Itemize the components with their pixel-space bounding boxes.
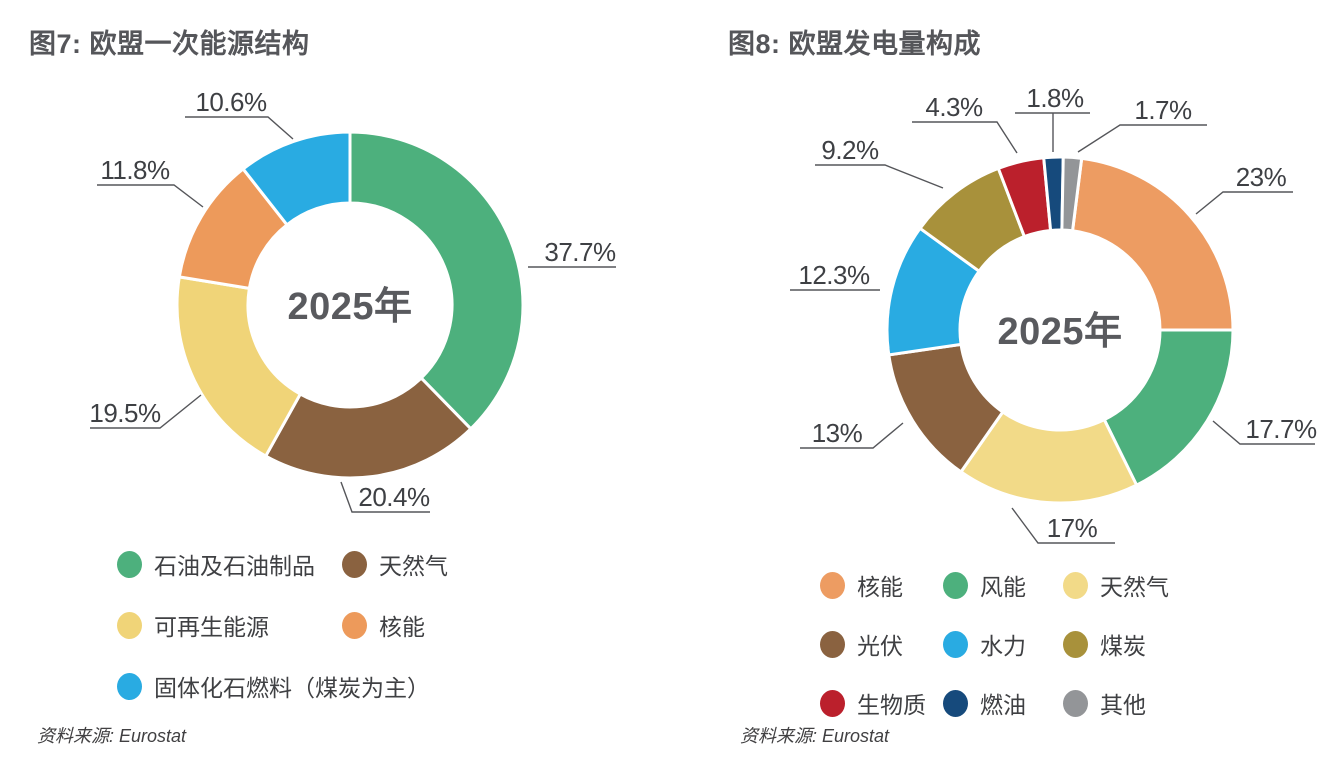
center-year-label: 2025年 (287, 286, 412, 328)
legend-item-天然气: 天然气 (342, 547, 448, 581)
callout-line-天然气 (340, 481, 430, 513)
callout-label-煤炭: 9.2% (821, 135, 879, 165)
figure-7-legend: 石油及石油制品 天然气可再生能源 核能固体化石燃料（煤炭为主） (117, 547, 448, 703)
legend-swatch-光伏 (820, 630, 845, 658)
donut-slice-核能 (1071, 156, 1235, 332)
callout-label-天然气: 20.4% (358, 482, 430, 512)
donut-slice-天然气 (264, 376, 473, 480)
figure-8-source: 资料来源: Eurostat (740, 726, 890, 746)
legend-item-核能: 核能 (342, 608, 448, 642)
figure-8-legend: 核能 风能 天然气光伏 水力 煤炭生物质 燃油 其他 (820, 568, 1169, 720)
legend-label-天然气: 天然气 (1100, 574, 1169, 600)
legend-item-煤炭: 煤炭 (1063, 627, 1169, 661)
donut-slice-可再生能源 (175, 275, 302, 458)
legend-item-可再生能源: 可再生能源 (117, 608, 342, 642)
legend-swatch-天然气 (1063, 571, 1088, 599)
legend-item-石油及石油制品: 石油及石油制品 (117, 547, 342, 581)
callout-label-固体化石燃料（煤炭为主）: 10.6% (195, 87, 267, 117)
legend-item-光伏: 光伏 (820, 627, 943, 661)
callout-line-固体化石燃料（煤炭为主） (185, 116, 294, 140)
legend-swatch-天然气 (342, 550, 367, 578)
legend-item-燃油: 燃油 (943, 686, 1063, 720)
callout-label-生物质: 4.3% (925, 92, 983, 122)
callout-line-生物质 (912, 121, 1018, 154)
legend-label-生物质: 生物质 (857, 692, 926, 718)
legend-label-燃油: 燃油 (980, 692, 1026, 718)
legend-label-水力: 水力 (980, 633, 1026, 659)
legend-swatch-核能 (820, 571, 845, 599)
figure-7-title: 图7: 欧盟一次能源结构 (29, 29, 310, 59)
legend-item-固体化石燃料（煤炭为主）: 固体化石燃料（煤炭为主） (117, 669, 448, 703)
chart-figure-8: 图8: 欧盟发电量构成 23% 17.7% 17% 13% 12.3% 9.2% 4.3% 1… (671, 0, 1342, 772)
legend-item-生物质: 生物质 (820, 686, 943, 720)
legend-label-可再生能源: 可再生能源 (154, 614, 269, 640)
callout-label-天然气: 17% (1047, 513, 1098, 543)
legend-swatch-风能 (943, 571, 968, 599)
legend-swatch-燃油 (943, 689, 968, 717)
callout-line-核能 (97, 184, 204, 208)
legend-swatch-水力 (943, 630, 968, 658)
legend-swatch-核能 (342, 611, 367, 639)
legend-swatch-石油及石油制品 (117, 550, 142, 578)
callout-line-天然气 (1011, 507, 1115, 544)
figure-7-source: 资料来源: Eurostat (37, 726, 187, 746)
figure-8-donut-chart: 23% 17.7% 17% 13% 12.3% 9.2% 4.3% 1.8% 1.7% 2025年 (790, 83, 1317, 544)
legend-label-风能: 风能 (980, 574, 1026, 600)
legend-label-核能: 核能 (379, 614, 425, 640)
legend-item-水力: 水力 (943, 627, 1063, 661)
callout-label-核能: 23% (1236, 162, 1287, 192)
legend-label-石油及石油制品: 石油及石油制品 (154, 553, 315, 579)
callout-line-风能 (1212, 420, 1315, 445)
donut-slice-固体化石燃料（煤炭为主） (241, 130, 352, 227)
callout-line-可再生能源 (90, 394, 202, 429)
legend-swatch-固体化石燃料（煤炭为主） (117, 672, 142, 700)
callout-label-光伏: 13% (812, 418, 863, 448)
donut-slice-石油及石油制品 (348, 130, 525, 431)
callout-line-光伏 (800, 422, 904, 449)
donut-slice-其他 (1060, 155, 1084, 233)
center-year-label: 2025年 (997, 311, 1122, 353)
callout-line-核能 (1195, 191, 1293, 215)
callout-label-石油及石油制品: 37.7% (544, 237, 616, 267)
legend-label-固体化石燃料（煤炭为主）: 固体化石燃料（煤炭为主） (154, 675, 430, 701)
legend-label-天然气: 天然气 (379, 553, 448, 579)
callout-label-可再生能源: 19.5% (89, 398, 161, 428)
legend-label-其他: 其他 (1100, 692, 1146, 718)
legend-swatch-其他 (1063, 689, 1088, 717)
figure-7-donut-chart: 37.7% 20.4% 19.5% 11.8% 10.6% 2025年 (89, 87, 616, 513)
legend-item-其他: 其他 (1063, 686, 1169, 720)
callout-line-其他 (1077, 124, 1207, 153)
legend-label-核能: 核能 (857, 574, 903, 600)
callout-label-核能: 11.8% (100, 155, 170, 185)
legend-swatch-煤炭 (1063, 630, 1088, 658)
callout-label-风能: 17.7% (1245, 414, 1317, 444)
callout-line-煤炭 (815, 164, 944, 189)
legend-item-风能: 风能 (943, 568, 1063, 602)
legend-swatch-可再生能源 (117, 611, 142, 639)
callout-label-其他: 1.7% (1134, 95, 1192, 125)
figure-8-title: 图8: 欧盟发电量构成 (728, 29, 982, 59)
callout-label-燃油: 1.8% (1026, 83, 1084, 113)
legend-item-核能: 核能 (820, 568, 943, 602)
chart-figure-7: 图7: 欧盟一次能源结构 37.7% 20.4% 19.5% 11.8% 10.6% 20… (29, 29, 616, 746)
callout-label-水力: 12.3% (798, 260, 870, 290)
legend-label-煤炭: 煤炭 (1100, 633, 1146, 659)
legend-item-天然气: 天然气 (1063, 568, 1169, 602)
legend-label-光伏: 光伏 (857, 633, 903, 659)
legend-swatch-生物质 (820, 689, 845, 717)
